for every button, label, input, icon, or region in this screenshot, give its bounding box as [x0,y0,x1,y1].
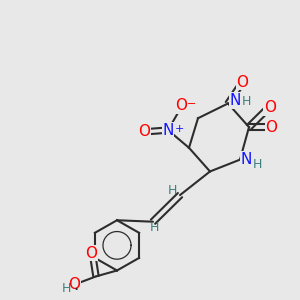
Text: O: O [236,75,248,90]
Text: O: O [138,124,150,139]
Text: −: − [187,99,196,110]
Text: H: H [242,95,251,108]
Text: O: O [85,246,98,261]
Text: +: + [175,124,184,134]
Text: O: O [68,277,80,292]
Text: O: O [176,98,188,113]
Text: N: N [230,93,241,108]
Text: H: H [253,158,262,171]
Text: O: O [266,120,278,135]
Text: H: H [62,282,72,295]
Text: H: H [150,221,159,234]
Text: H: H [168,184,177,197]
Text: N: N [162,123,174,138]
Text: N: N [240,152,252,167]
Text: O: O [264,100,276,115]
Text: ·: · [73,281,78,299]
